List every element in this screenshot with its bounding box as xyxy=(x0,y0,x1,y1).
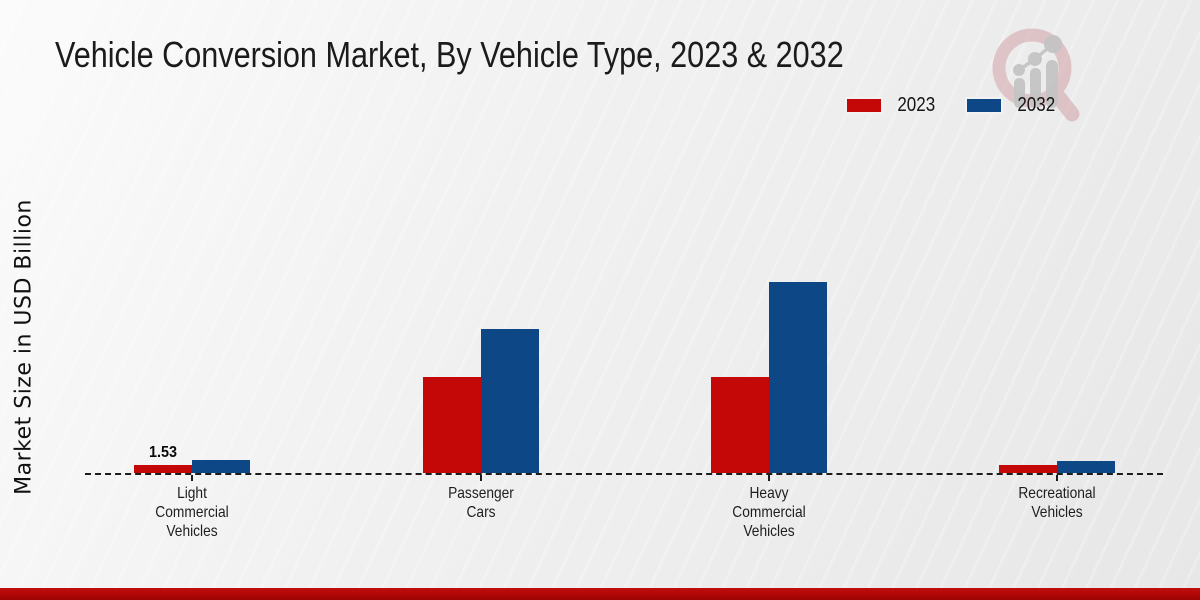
category-label-line: Vehicles xyxy=(166,523,218,540)
bar-2032-recreational-vehicles xyxy=(1057,461,1115,473)
category-label-light-commercial-vehicles: Light Commercial Vehicles xyxy=(106,484,278,541)
bar-2032-light-commercial-vehicles xyxy=(192,460,250,473)
legend-swatch-2032 xyxy=(964,96,1003,114)
x-axis-baseline xyxy=(85,473,1163,475)
category-label-heavy-commercial-vehicles: Heavy Commercial Vehicles xyxy=(683,484,855,541)
bar-2032-passenger-cars xyxy=(481,329,539,473)
category-label-line: Vehicles xyxy=(1031,504,1083,521)
bar-2023-light-commercial-vehicles xyxy=(134,465,192,473)
footer-strip xyxy=(0,588,1200,600)
bar-2023-passenger-cars xyxy=(423,377,481,473)
legend-item-2023: 2023 xyxy=(845,94,939,117)
legend-item-2032: 2032 xyxy=(964,93,1059,117)
bar-2032-heavy-commercial-vehicles xyxy=(769,282,827,473)
x-axis-tick-heavy-commercial-vehicles xyxy=(768,475,770,481)
category-label-line: Commercial xyxy=(155,504,229,521)
category-label-recreational-vehicles: Recreational Vehicles xyxy=(971,484,1143,522)
magnifier-chart-logo-icon xyxy=(992,28,1080,122)
category-label-line: Passenger xyxy=(448,485,514,502)
category-label-passenger-cars: Passenger Cars xyxy=(395,484,567,522)
category-label-line: Light xyxy=(177,485,207,502)
category-label-line: Vehicles xyxy=(743,523,795,540)
legend-label: 2023 xyxy=(897,93,936,116)
bar-2023-heavy-commercial-vehicles xyxy=(711,377,769,473)
x-axis-tick-recreational-vehicles xyxy=(1056,475,1058,481)
x-axis-tick-light-commercial-vehicles xyxy=(191,475,193,481)
legend-label: 2032 xyxy=(1016,93,1055,116)
legend: 2023 2032 xyxy=(845,90,1058,120)
category-label-line: Commercial xyxy=(732,504,806,521)
chart-title: Vehicle Conversion Market, By Vehicle Ty… xyxy=(55,34,844,75)
bar-2023-recreational-vehicles xyxy=(999,465,1057,473)
value-label-2023-light-commercial-vehicles: 1.53 xyxy=(148,444,178,461)
category-label-line: Heavy xyxy=(749,485,789,502)
category-label-line: Cars xyxy=(466,504,496,521)
x-axis-tick-passenger-cars xyxy=(480,475,482,481)
category-label-line: Recreational xyxy=(1018,485,1096,502)
legend-swatch-2023 xyxy=(845,96,883,114)
